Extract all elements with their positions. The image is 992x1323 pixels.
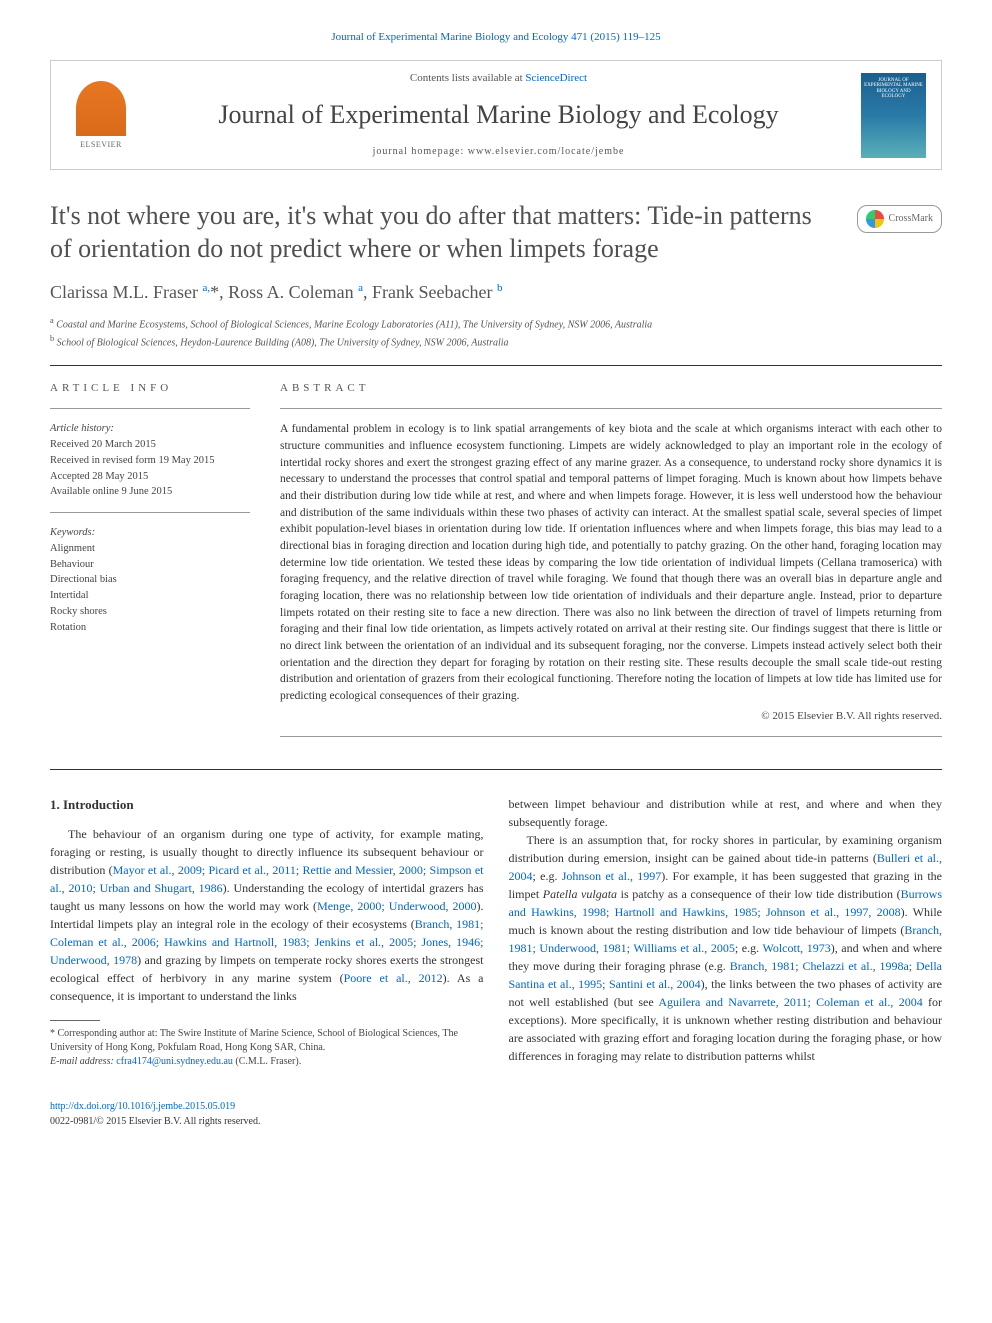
journal-cover-thumbnail[interactable]: JOURNAL OF EXPERIMENTAL MARINE BIOLOGY A… [861, 73, 926, 158]
divider [280, 408, 942, 409]
article-info-sidebar: ARTICLE INFO Article history: Received 2… [50, 381, 250, 749]
crossmark-badge[interactable]: CrossMark [857, 205, 942, 233]
homepage-line: journal homepage: www.elsevier.com/locat… [136, 145, 861, 159]
right-column: between limpet behaviour and distributio… [509, 795, 943, 1069]
keyword: Rocky shores [50, 604, 250, 620]
intro-paragraph: The behaviour of an organism during one … [50, 825, 484, 1005]
keyword: Alignment [50, 541, 250, 557]
citation-link[interactable]: Aguilera and Navarrete, 2011; Coleman et… [658, 995, 922, 1009]
elsevier-tree-icon [76, 81, 126, 136]
divider [50, 408, 250, 409]
divider [280, 736, 942, 737]
history-item: Received 20 March 2015 [50, 437, 250, 453]
header-center: Contents lists available at ScienceDirec… [136, 71, 861, 159]
citation-link[interactable]: Poore et al., 2012 [344, 971, 443, 985]
email-link[interactable]: cfra4174@uni.sydney.edu.au [116, 1056, 233, 1067]
elsevier-label: ELSEVIER [80, 139, 122, 150]
journal-header: ELSEVIER Contents lists available at Sci… [50, 60, 942, 170]
affiliation-a: Coastal and Marine Ecosystems, School of… [56, 320, 652, 331]
body-columns: 1. Introduction The behaviour of an orga… [50, 795, 942, 1069]
crossmark-label: CrossMark [889, 212, 933, 226]
citation-link[interactable]: Wolcott, 1973 [762, 941, 830, 955]
abstract-label: ABSTRACT [280, 381, 942, 396]
history-item: Available online 9 June 2015 [50, 484, 250, 500]
crossmark-icon [866, 210, 884, 228]
intro-paragraph: There is an assumption that, for rocky s… [509, 831, 943, 1065]
issn-copyright: 0022-0981/© 2015 Elsevier B.V. All right… [50, 1116, 260, 1127]
history-item: Received in revised form 19 May 2015 [50, 453, 250, 469]
intro-heading: 1. Introduction [50, 795, 484, 815]
citation-link[interactable]: Menge, 2000; Underwood, 2000 [317, 899, 476, 913]
citation-link[interactable]: Johnson et al., 1997 [562, 869, 662, 883]
divider [50, 365, 942, 366]
journal-name: Journal of Experimental Marine Biology a… [136, 97, 861, 133]
footnote-divider [50, 1020, 100, 1021]
keyword: Directional bias [50, 572, 250, 588]
author-list: Clarissa M.L. Fraser a,*, Ross A. Colema… [50, 280, 942, 305]
keyword: Behaviour [50, 557, 250, 573]
species-name: Patella vulgata [543, 887, 617, 901]
divider [50, 512, 250, 513]
keywords-label: Keywords: [50, 525, 250, 541]
corresponding-author-footnote: * Corresponding author at: The Swire Ins… [50, 1027, 484, 1069]
affiliations: a Coastal and Marine Ecosystems, School … [50, 315, 942, 350]
contents-line: Contents lists available at ScienceDirec… [136, 71, 861, 86]
elsevier-logo[interactable]: ELSEVIER [66, 75, 136, 155]
divider [50, 769, 942, 770]
abstract-column: ABSTRACT A fundamental problem in ecolog… [280, 381, 942, 749]
sciencedirect-link[interactable]: ScienceDirect [525, 72, 587, 84]
intro-paragraph-continued: between limpet behaviour and distributio… [509, 795, 943, 831]
history-item: Accepted 28 May 2015 [50, 469, 250, 485]
cover-title-text: JOURNAL OF EXPERIMENTAL MARINE BIOLOGY A… [864, 78, 923, 100]
article-info-label: ARTICLE INFO [50, 381, 250, 396]
keyword: Intertidal [50, 588, 250, 604]
article-title: It's not where you are, it's what you do… [50, 200, 942, 265]
history-label: Article history: [50, 421, 250, 437]
homepage-prefix: journal homepage: [373, 146, 468, 157]
doi-link[interactable]: http://dx.doi.org/10.1016/j.jembe.2015.0… [50, 1101, 235, 1112]
affiliation-b: School of Biological Sciences, Heydon-La… [57, 337, 509, 348]
contents-prefix: Contents lists available at [410, 72, 525, 84]
keyword: Rotation [50, 620, 250, 636]
journal-citation-link[interactable]: Journal of Experimental Marine Biology a… [50, 30, 942, 45]
copyright-line: © 2015 Elsevier B.V. All rights reserved… [280, 709, 942, 724]
left-column: 1. Introduction The behaviour of an orga… [50, 795, 484, 1069]
page-footer: http://dx.doi.org/10.1016/j.jembe.2015.0… [50, 1099, 942, 1129]
abstract-text: A fundamental problem in ecology is to l… [280, 421, 942, 704]
homepage-url[interactable]: www.elsevier.com/locate/jembe [468, 146, 625, 157]
